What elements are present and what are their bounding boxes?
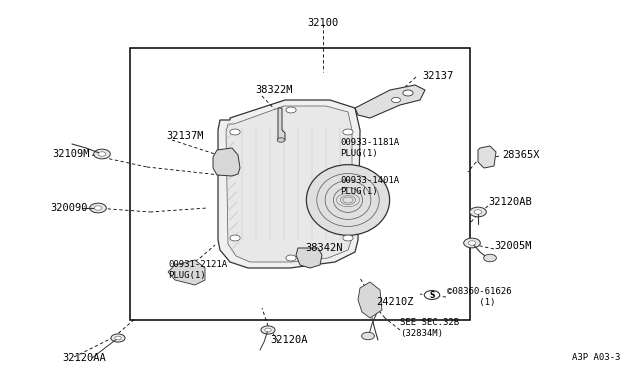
Circle shape — [230, 235, 240, 241]
Polygon shape — [358, 282, 382, 318]
Polygon shape — [478, 146, 496, 168]
Circle shape — [286, 255, 296, 261]
Text: 28365X: 28365X — [502, 150, 540, 160]
Text: 320090: 320090 — [50, 203, 88, 213]
Circle shape — [261, 326, 275, 334]
Circle shape — [470, 207, 486, 217]
Circle shape — [343, 129, 353, 135]
Circle shape — [362, 332, 374, 340]
Circle shape — [277, 138, 285, 142]
Polygon shape — [355, 85, 425, 118]
Text: 38322M: 38322M — [255, 85, 292, 95]
Circle shape — [343, 235, 353, 241]
Text: 24210Z: 24210Z — [376, 297, 413, 307]
Text: 32137: 32137 — [422, 71, 453, 81]
Circle shape — [111, 334, 125, 342]
Text: 32137M: 32137M — [166, 131, 204, 141]
Circle shape — [403, 90, 413, 96]
Polygon shape — [296, 248, 322, 268]
Circle shape — [463, 238, 480, 248]
Text: ©08360-61626
      (1): ©08360-61626 (1) — [447, 287, 511, 307]
Text: 00933-1401A
PLUG(1): 00933-1401A PLUG(1) — [340, 176, 399, 196]
Circle shape — [484, 254, 497, 262]
Circle shape — [93, 149, 110, 159]
Polygon shape — [213, 148, 240, 176]
Text: 32100: 32100 — [307, 18, 339, 28]
Circle shape — [90, 203, 106, 213]
Text: 00933-1181A
PLUG(1): 00933-1181A PLUG(1) — [340, 138, 399, 158]
Circle shape — [265, 328, 271, 332]
Ellipse shape — [307, 165, 390, 235]
Circle shape — [424, 291, 440, 299]
Polygon shape — [226, 106, 352, 262]
Text: A3P A03-3: A3P A03-3 — [572, 353, 620, 362]
Text: 32120A: 32120A — [270, 335, 307, 345]
Text: 32005M: 32005M — [494, 241, 531, 251]
Circle shape — [115, 336, 121, 340]
Text: 32109M: 32109M — [52, 149, 90, 159]
Text: SEE SEC.32B
(32834M): SEE SEC.32B (32834M) — [400, 318, 459, 338]
Bar — [130, 48, 470, 320]
Circle shape — [98, 152, 106, 156]
Text: 32120AB: 32120AB — [488, 197, 532, 207]
Text: 38342N: 38342N — [305, 243, 342, 253]
Circle shape — [474, 210, 482, 214]
Circle shape — [392, 97, 401, 103]
Circle shape — [468, 241, 476, 245]
Polygon shape — [278, 108, 285, 140]
Text: 32120AA: 32120AA — [62, 353, 106, 363]
Text: S: S — [429, 291, 435, 299]
Text: 00931-2121A
PLUG(1): 00931-2121A PLUG(1) — [168, 260, 227, 280]
Polygon shape — [168, 260, 205, 285]
Polygon shape — [218, 100, 360, 268]
Circle shape — [94, 206, 102, 210]
Circle shape — [230, 129, 240, 135]
Circle shape — [286, 107, 296, 113]
